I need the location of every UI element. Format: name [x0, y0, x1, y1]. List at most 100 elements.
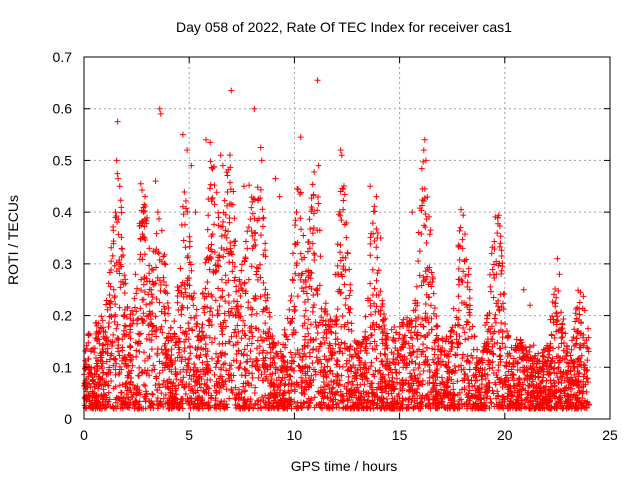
roti-point [491, 315, 498, 322]
roti-point [271, 390, 278, 397]
roti-point [357, 372, 364, 379]
roti-point [89, 374, 96, 381]
roti-point [141, 289, 148, 296]
roti-point [519, 400, 526, 407]
roti-point [299, 404, 306, 411]
roti-point [266, 313, 273, 320]
roti-point [472, 371, 479, 378]
roti-point [476, 389, 483, 396]
roti-point [438, 386, 445, 393]
roti-point [116, 304, 123, 311]
roti-point [265, 405, 272, 412]
roti-point [554, 405, 561, 412]
roti-point [207, 181, 214, 188]
roti-point [306, 349, 313, 356]
roti-point [430, 396, 437, 403]
roti-point [358, 393, 365, 400]
roti-point [156, 299, 163, 306]
roti-point [215, 222, 222, 229]
roti-point [439, 393, 446, 400]
roti-point [282, 381, 289, 388]
roti-point [144, 278, 151, 285]
roti-point [213, 390, 220, 397]
roti-point [113, 325, 120, 332]
roti-point [514, 389, 521, 396]
roti-point [215, 285, 222, 292]
roti-point [373, 342, 380, 349]
roti-point [110, 355, 117, 362]
roti-point [208, 321, 215, 328]
roti-point [239, 327, 246, 334]
roti-point [573, 335, 580, 342]
roti-point [304, 248, 311, 255]
roti-point [138, 276, 145, 283]
roti-point [307, 269, 314, 276]
roti-point [417, 404, 424, 411]
roti-point [238, 394, 245, 401]
roti-point [118, 253, 125, 260]
roti-point [171, 330, 178, 337]
roti-point [405, 387, 412, 394]
roti-point [454, 344, 461, 351]
roti-point [178, 395, 185, 402]
roti-point [389, 336, 396, 343]
roti-point [106, 364, 113, 371]
roti-point [385, 371, 392, 378]
roti-point [499, 300, 506, 307]
roti-point [155, 401, 162, 408]
roti-point [129, 354, 136, 361]
roti-point [245, 224, 252, 231]
y-tick-label: 0 [64, 411, 72, 427]
roti-point [438, 403, 445, 410]
roti-point [349, 378, 356, 385]
roti-point [118, 401, 125, 408]
roti-point [402, 380, 409, 387]
roti-point [207, 367, 214, 374]
roti-point [299, 270, 306, 277]
roti-point [435, 336, 442, 343]
roti-point [525, 391, 532, 398]
roti-point [553, 353, 560, 360]
roti-point [380, 373, 387, 380]
roti-point [454, 405, 461, 412]
roti-point [225, 300, 232, 307]
roti-point [136, 364, 143, 371]
roti-point [147, 316, 154, 323]
roti-point [426, 395, 433, 402]
roti-point [308, 395, 315, 402]
roti-point [386, 360, 393, 367]
roti-point [268, 376, 275, 383]
roti-point [112, 301, 119, 308]
roti-point [225, 338, 232, 345]
roti-point [310, 366, 317, 373]
roti-point [305, 330, 312, 337]
roti-point [183, 331, 190, 338]
roti-point [555, 327, 562, 334]
roti-point [512, 342, 519, 349]
roti-point [177, 324, 184, 331]
roti-point [140, 349, 147, 356]
roti-point [348, 327, 355, 334]
roti-point [580, 400, 587, 407]
roti-point [516, 377, 523, 384]
roti-point [238, 350, 245, 357]
roti-point [228, 387, 235, 394]
roti-point [396, 353, 403, 360]
roti-point [211, 182, 218, 189]
roti-point [411, 329, 418, 336]
roti-point [328, 355, 335, 362]
roti-point [171, 397, 178, 404]
roti-point [377, 288, 384, 295]
roti-point [435, 358, 442, 365]
roti-point [433, 404, 440, 411]
roti-point [431, 304, 438, 311]
roti-point [522, 396, 529, 403]
roti-point [301, 320, 308, 327]
roti-point [433, 332, 440, 339]
roti-point [464, 283, 471, 290]
roti-point [513, 336, 520, 343]
roti-point [256, 261, 263, 268]
roti-point [300, 278, 307, 285]
roti-point [356, 396, 363, 403]
roti-point [574, 304, 581, 311]
